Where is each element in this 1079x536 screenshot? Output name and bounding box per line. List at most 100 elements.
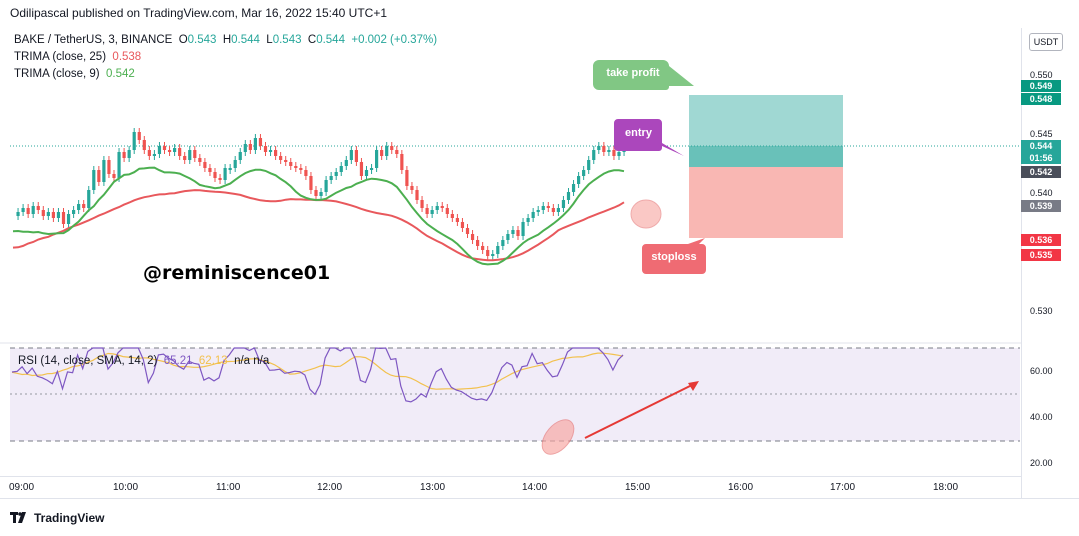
trima9-legend[interactable]: TRIMA (close, 9) 0.542: [14, 68, 135, 80]
candle-body: [546, 206, 550, 208]
candle-body: [420, 200, 424, 208]
rsi-tick: 20.00: [1030, 458, 1053, 468]
candle-body: [425, 208, 429, 214]
candle-body: [354, 150, 358, 162]
candle-body: [289, 162, 293, 166]
candle-body: [183, 156, 187, 160]
price-tag-sl2: 0.535: [1021, 249, 1061, 261]
candle-body: [294, 166, 298, 168]
candle-body: [188, 150, 192, 160]
candle-body: [178, 148, 182, 156]
candle-body: [228, 168, 232, 170]
candle-body: [157, 146, 162, 154]
candle-body: [491, 254, 495, 256]
candle-body: [87, 190, 91, 208]
candle-body: [531, 212, 535, 218]
entry-callout: [614, 119, 684, 156]
price-tag-last: 0.544: [1021, 140, 1061, 152]
candle-body: [526, 218, 530, 222]
candle-body: [102, 160, 106, 182]
candle-body: [465, 228, 470, 234]
trima9-line[interactable]: [12, 166, 625, 266]
candle-body: [607, 150, 611, 152]
candle-body: [41, 210, 45, 216]
candle-body: [324, 180, 328, 192]
rsi-tick: 40.00: [1030, 412, 1053, 422]
candle-body: [536, 210, 540, 212]
candle-body: [344, 160, 348, 166]
price-tick: 0.540: [1030, 188, 1053, 198]
rsi-value: 65.21: [163, 355, 193, 367]
trima25-value: 0.538: [112, 51, 142, 63]
time-axis-border: [0, 476, 1022, 477]
entry-label: entry: [625, 127, 652, 139]
price-tag-sl: 0.536: [1021, 234, 1061, 246]
candle-body: [481, 246, 485, 250]
candle-body: [496, 246, 500, 254]
candle-body: [486, 250, 490, 256]
candle-body: [82, 204, 86, 208]
price-tag-trima25: 0.539: [1021, 200, 1061, 212]
candle-body: [400, 154, 404, 170]
take-profit-callout: [593, 60, 694, 90]
candle-body: [66, 214, 71, 224]
candle-body: [445, 208, 449, 214]
time-tick: 17:00: [830, 482, 856, 493]
candle-body: [253, 138, 257, 150]
candle-body: [566, 192, 571, 200]
candle-body: [72, 210, 76, 214]
candlestick-series: [16, 128, 626, 260]
currency-button[interactable]: USDT: [1029, 33, 1063, 51]
symbol-name[interactable]: BAKE / TetherUS, 3, BINANCE: [14, 34, 173, 46]
candle-body: [592, 150, 596, 160]
candle-body: [612, 150, 616, 156]
time-tick: 15:00: [625, 482, 651, 493]
candle-body: [173, 148, 177, 152]
candle-body: [511, 230, 515, 234]
candle-body: [117, 152, 121, 178]
stoploss-label: stoploss: [651, 251, 697, 263]
trima25-legend[interactable]: TRIMA (close, 25) 0.538: [14, 51, 142, 63]
candle-body: [162, 146, 167, 150]
stoploss-zone[interactable]: [689, 167, 843, 238]
candle-body: [329, 176, 333, 180]
candle-body: [309, 176, 313, 190]
candle-body: [233, 160, 237, 168]
candle-body: [152, 154, 156, 156]
take-profit-zone[interactable]: [689, 95, 843, 167]
candle-body: [516, 230, 520, 236]
candle-body: [415, 190, 419, 200]
candle-body: [268, 150, 273, 152]
rsi-line[interactable]: [11, 347, 624, 403]
candle-body: [263, 146, 268, 152]
candle-body: [314, 190, 318, 196]
candle-body: [127, 150, 131, 158]
price-chart[interactable]: [0, 0, 1022, 476]
candle-body: [319, 192, 323, 196]
tradingview-logo-text: TradingView: [34, 511, 105, 525]
candle-body: [77, 204, 81, 210]
time-tick: 14:00: [522, 482, 548, 493]
candle-body: [364, 170, 369, 176]
rsi-tick: 60.00: [1030, 366, 1053, 376]
time-tick: 09:00: [9, 482, 35, 493]
rsi-legend[interactable]: RSI (14, close, SMA, 14, 2) 65.21 62.13 …: [18, 355, 270, 367]
candle-body: [395, 150, 399, 154]
tradingview-logo[interactable]: TradingView: [10, 511, 104, 525]
candle-body: [248, 144, 252, 150]
candle-body: [243, 144, 247, 152]
candle-body: [132, 132, 136, 150]
candle-body: [107, 160, 111, 174]
stoploss-callout: [642, 238, 706, 274]
candle-body: [430, 210, 434, 214]
candle-body: [587, 160, 591, 170]
candle-body: [61, 212, 66, 224]
candle-body: [541, 206, 545, 210]
rsi-highlight-circle: [541, 419, 575, 455]
candle-body: [304, 170, 308, 176]
candle-body: [410, 186, 414, 190]
candle-body: [223, 168, 227, 180]
candle-body: [359, 162, 364, 176]
candle-body: [405, 170, 409, 186]
close-value: 0.544: [316, 34, 345, 46]
